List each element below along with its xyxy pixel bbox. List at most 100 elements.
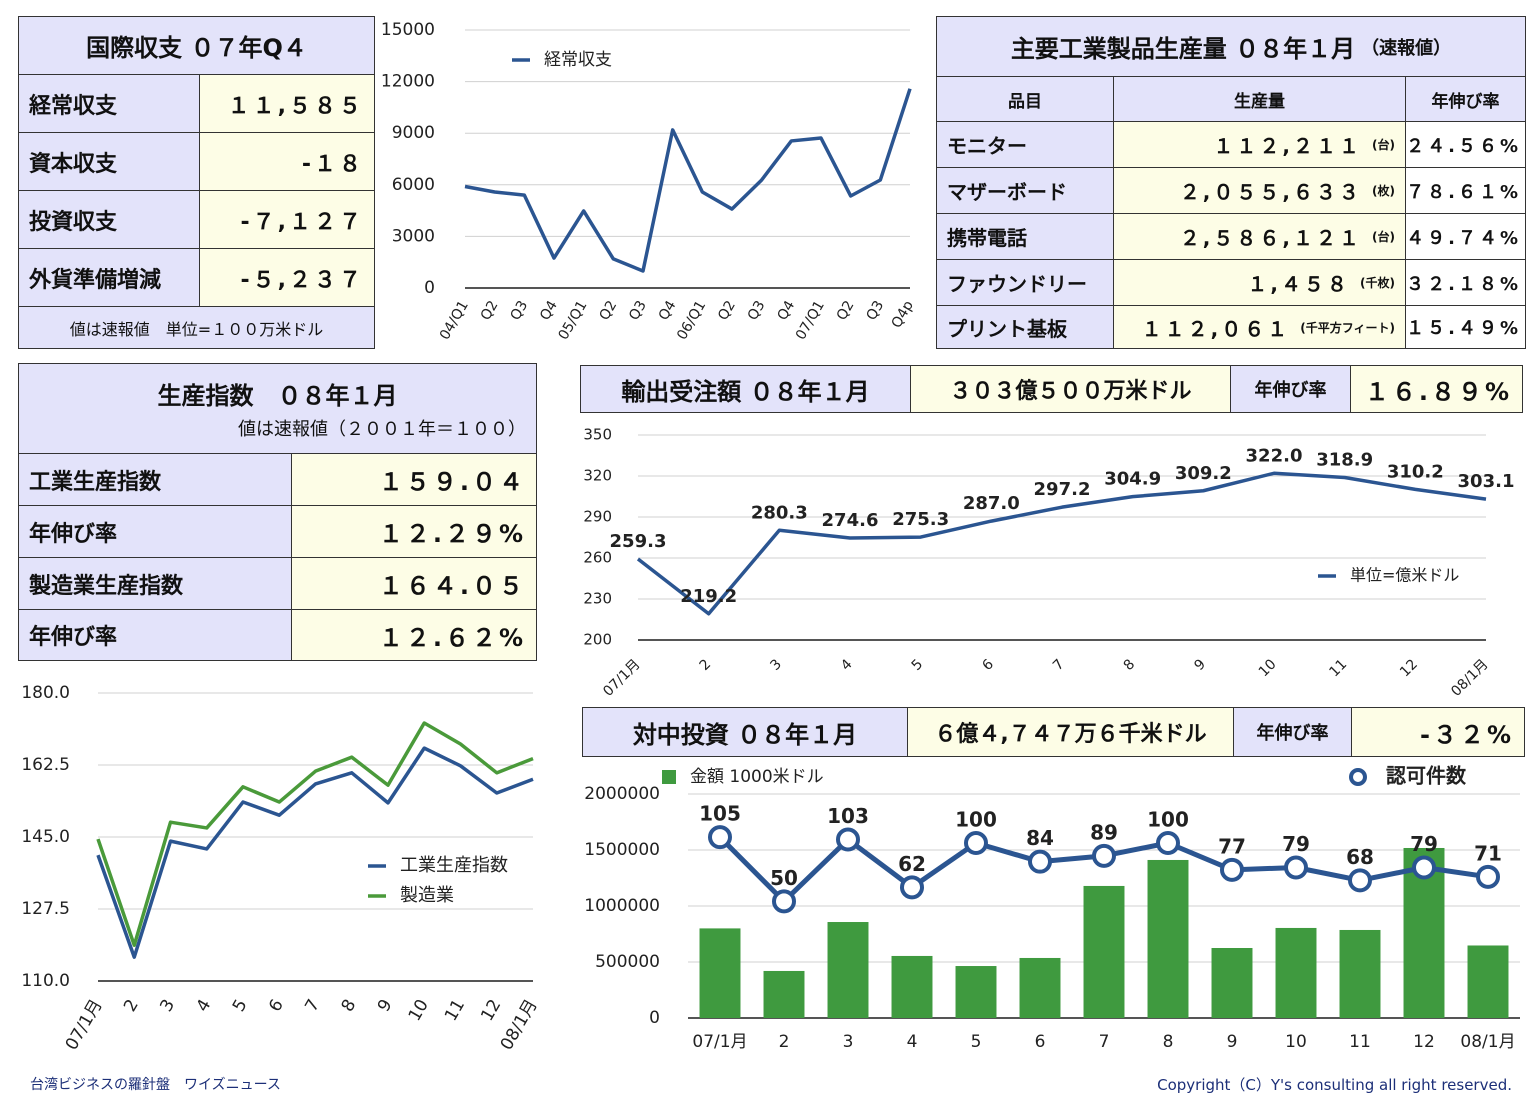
y-tick-label: 127.5 xyxy=(21,899,70,919)
y-tick-label: 145.0 xyxy=(21,827,70,847)
footer-right: Copyright（C）Y's consulting all right res… xyxy=(1157,1076,1512,1094)
bar xyxy=(1211,948,1253,1018)
x-tick-label: 3 xyxy=(156,996,179,1015)
line-marker xyxy=(708,825,732,850)
x-tick-label: 4 xyxy=(193,996,216,1015)
growth: ４９.７４% xyxy=(1406,214,1525,259)
data-label: 287.0 xyxy=(963,493,1020,514)
line-marker xyxy=(1412,855,1436,880)
header-title: 輸出受注額 ０８年１月 xyxy=(581,366,910,412)
data-label: 280.3 xyxy=(751,502,808,523)
series-line xyxy=(96,721,534,947)
x-tick-label: 07/1月 xyxy=(692,1032,747,1052)
x-tick-label: 10 xyxy=(1285,1032,1307,1052)
x-tick-label: 07/1月 xyxy=(600,656,643,699)
table-note: 値は速報値 単位=１００万米ドル xyxy=(19,307,374,348)
row-label: 投資収支 xyxy=(19,191,199,248)
data-label: 303.1 xyxy=(1458,471,1515,492)
footer-left: 台湾ビジネスの羅針盤 ワイズニュース xyxy=(30,1077,281,1093)
y-tick-label: 12000 xyxy=(381,72,435,92)
row-value: １２.２９% xyxy=(292,506,536,557)
bar xyxy=(827,922,869,1018)
table-title-cell: 生産指数 ０８年１月 値は速報値（２００１年＝１００） xyxy=(19,364,536,453)
amount-value: ２,０５５,６３３ xyxy=(1179,180,1363,204)
row-value: -７,１２７ xyxy=(200,191,374,248)
x-tick-label: 11 xyxy=(441,996,469,1025)
x-tick-label: 6 xyxy=(265,996,288,1015)
row-label: 年伸び率 xyxy=(19,506,291,557)
data-label: 89 xyxy=(1090,820,1118,844)
item: ファウンドリー xyxy=(937,260,1113,305)
line-marker xyxy=(1476,864,1500,889)
row-label: 資本収支 xyxy=(19,133,199,190)
x-tick-label: 10 xyxy=(405,996,433,1025)
item: マザーボード xyxy=(937,168,1113,213)
data-label: 100 xyxy=(955,808,997,832)
legend-label: 単位=億米ドル xyxy=(1350,566,1459,585)
x-tick-label: 08/1月 xyxy=(497,996,542,1054)
y-tick-label: 15000 xyxy=(381,20,435,40)
item: 携帯電話 xyxy=(937,214,1113,259)
line-marker xyxy=(964,831,988,855)
x-tick-label: 5 xyxy=(909,656,927,674)
line-marker xyxy=(1348,868,1372,893)
column-header: 生産量 xyxy=(1114,77,1405,121)
bar xyxy=(1147,859,1189,1018)
data-label: 304.9 xyxy=(1104,469,1161,490)
header-title: 対中投資 ０８年１月 xyxy=(583,708,907,756)
row-label: 製造業生産指数 xyxy=(19,558,291,609)
bar xyxy=(955,966,997,1018)
x-tick-label: Q4p xyxy=(889,298,917,331)
bar xyxy=(891,955,933,1018)
bar xyxy=(1019,957,1061,1018)
header-growth-label: 年伸び率 xyxy=(1234,708,1351,756)
x-tick-label: 4 xyxy=(838,656,856,674)
data-label: 310.2 xyxy=(1387,461,1444,482)
x-tick-label: Q3 xyxy=(507,298,531,323)
row-value: １６４.０５ xyxy=(292,558,536,609)
data-label: 100 xyxy=(1147,808,1189,832)
line-marker xyxy=(900,875,924,900)
y-tick-label: 350 xyxy=(583,426,612,444)
y-tick-label: 500000 xyxy=(595,952,660,972)
x-tick-label: 2 xyxy=(779,1032,790,1052)
data-label: 62 xyxy=(898,852,926,876)
table-title: 生産指数 ０８年１月 xyxy=(157,382,398,410)
y-tick-label: 1000000 xyxy=(584,896,660,916)
amount-value: １,４５８ xyxy=(1247,272,1351,296)
bar xyxy=(1467,945,1509,1018)
data-label: 103 xyxy=(827,804,869,828)
line-marker xyxy=(1220,857,1244,882)
y-tick-label: 0 xyxy=(649,1008,660,1028)
x-tick-label: 7 xyxy=(1050,656,1068,674)
x-tick-label: Q3 xyxy=(863,298,887,323)
x-tick-label: 8 xyxy=(1163,1032,1174,1052)
title-note: （速報値） xyxy=(1361,37,1452,59)
data-label: 77 xyxy=(1218,834,1246,858)
x-tick-label: 2 xyxy=(120,996,143,1015)
data-label: 71 xyxy=(1474,841,1502,865)
x-tick-label: 7 xyxy=(301,996,324,1015)
column-header: 品目 xyxy=(937,77,1113,121)
y-tick-label: 230 xyxy=(583,590,612,608)
data-label: 318.9 xyxy=(1316,450,1373,471)
x-tick-label: 3 xyxy=(843,1032,854,1052)
bar xyxy=(1339,929,1381,1018)
y-tick-label: 110.0 xyxy=(21,971,70,991)
x-tick-label: 11 xyxy=(1349,1032,1371,1052)
y-tick-label: 180.0 xyxy=(21,683,70,703)
x-tick-label: 07/Q1 xyxy=(793,298,828,343)
x-tick-label: Q2 xyxy=(715,298,739,323)
y-tick-label: 3000 xyxy=(392,226,435,246)
data-label: 68 xyxy=(1346,845,1374,869)
x-tick-label: 5 xyxy=(229,996,252,1015)
row-label: 経常収支 xyxy=(19,75,199,132)
data-label: 259.3 xyxy=(610,531,667,552)
x-tick-label: 06/Q1 xyxy=(674,298,709,343)
x-tick-label: 6 xyxy=(979,656,997,674)
legend-label: 経常収支 xyxy=(544,50,612,70)
row-value: -５,２３７ xyxy=(200,249,374,306)
x-tick-label: 9 xyxy=(1191,656,1209,674)
